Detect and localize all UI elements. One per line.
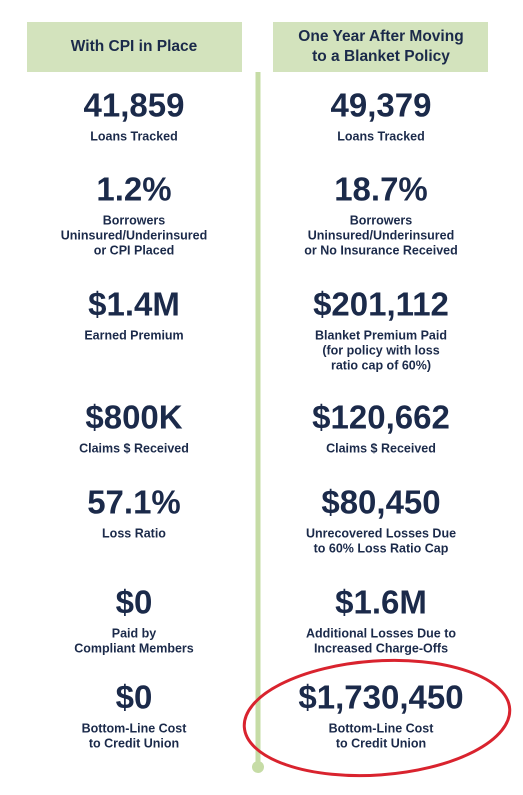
stat-label: to Credit Union bbox=[89, 736, 179, 750]
stat-label: Bottom-Line Cost bbox=[82, 721, 188, 735]
stat-value: $1,730,450 bbox=[298, 679, 463, 716]
stat-value: 1.2% bbox=[96, 171, 171, 208]
stat-value: $0 bbox=[116, 584, 153, 621]
stat-label: (for policy with loss bbox=[322, 343, 439, 357]
stat-label: Uninsured/Underinsured bbox=[308, 228, 455, 242]
stat-value: 41,859 bbox=[84, 87, 185, 124]
divider-end bbox=[252, 761, 264, 773]
stat-label: Uninsured/Underinsured bbox=[61, 228, 208, 242]
stat-value: $0 bbox=[116, 679, 153, 716]
stat-label: Increased Charge-Offs bbox=[314, 641, 448, 655]
stat-value: $1.4M bbox=[88, 286, 180, 323]
stat-value: $1.6M bbox=[335, 584, 427, 621]
stat-label: Bottom-Line Cost bbox=[329, 721, 435, 735]
stat-value: 18.7% bbox=[334, 171, 428, 208]
header-box bbox=[273, 22, 488, 72]
stat-label: Earned Premium bbox=[84, 328, 183, 342]
stat-label: Unrecovered Losses Due bbox=[306, 526, 456, 540]
stat-value: $201,112 bbox=[313, 286, 449, 323]
column-header: One Year After Moving bbox=[298, 28, 463, 45]
stat-value: 49,379 bbox=[331, 87, 432, 124]
stat-label: to Credit Union bbox=[336, 736, 426, 750]
stat-label: Blanket Premium Paid bbox=[315, 328, 447, 342]
header-box bbox=[27, 22, 242, 72]
stat-value: 57.1% bbox=[87, 484, 181, 521]
stat-label: Borrowers bbox=[103, 213, 166, 227]
stat-label: Borrowers bbox=[350, 213, 413, 227]
stat-label: Paid by bbox=[112, 626, 157, 640]
stat-label: Additional Losses Due to bbox=[306, 626, 456, 640]
stat-label: Loans Tracked bbox=[337, 129, 425, 143]
stat-value: $800K bbox=[85, 399, 182, 436]
stat-value: $80,450 bbox=[321, 484, 440, 521]
column-header: to a Blanket Policy bbox=[312, 48, 450, 65]
stat-label: Claims $ Received bbox=[326, 441, 436, 455]
stat-label: Loss Ratio bbox=[102, 526, 166, 540]
stat-label: or CPI Placed bbox=[94, 243, 175, 257]
column-header: With CPI in Place bbox=[71, 38, 198, 55]
stat-value: $120,662 bbox=[312, 399, 450, 436]
stat-label: to 60% Loss Ratio Cap bbox=[314, 541, 449, 555]
stat-label: ratio cap of 60%) bbox=[331, 358, 431, 372]
stat-label: Compliant Members bbox=[74, 641, 194, 655]
stat-label: Loans Tracked bbox=[90, 129, 178, 143]
stat-label: or No Insurance Received bbox=[304, 243, 458, 257]
highlight-circle bbox=[242, 658, 512, 778]
stat-label: Claims $ Received bbox=[79, 441, 189, 455]
